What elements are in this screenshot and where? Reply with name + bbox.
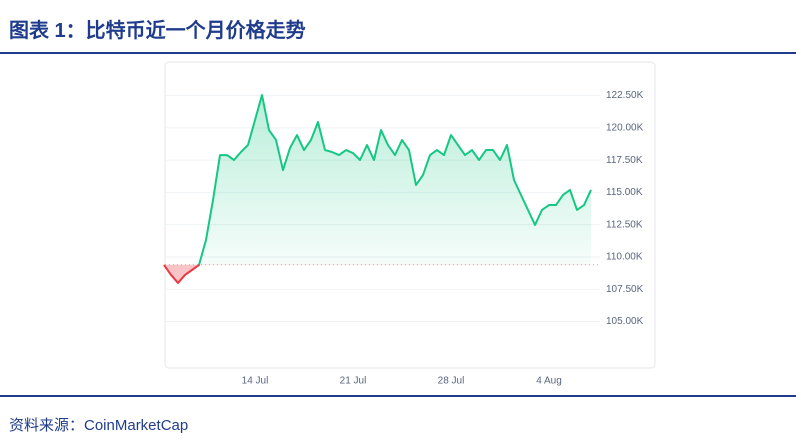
x-tick-label: 21 Jul <box>340 376 367 387</box>
x-tick-label: 28 Jul <box>438 376 465 387</box>
price-line <box>163 94 592 284</box>
source-note: 资料来源：CoinMarketCap <box>9 417 189 434</box>
x-tick-label: 4 Aug <box>536 376 562 387</box>
y-tick-label: 110.00K <box>606 252 643 263</box>
y-tick-label: 115.00K <box>606 187 643 198</box>
y-tick-label: 120.00K <box>606 122 644 133</box>
top-rule <box>0 52 796 54</box>
bottom-rule <box>0 395 796 397</box>
x-tick-label: 14 Jul <box>242 376 269 387</box>
figure-title: 图表 1：比特币近一个月价格走势 <box>9 20 306 42</box>
y-tick-label: 112.50K <box>606 219 643 230</box>
y-tick-label: 122.50K <box>606 90 644 101</box>
y-tick-label: 105.00K <box>606 316 644 327</box>
y-tick-label: 117.50K <box>606 155 643 166</box>
area <box>164 95 591 283</box>
y-tick-label: 107.50K <box>606 284 644 295</box>
